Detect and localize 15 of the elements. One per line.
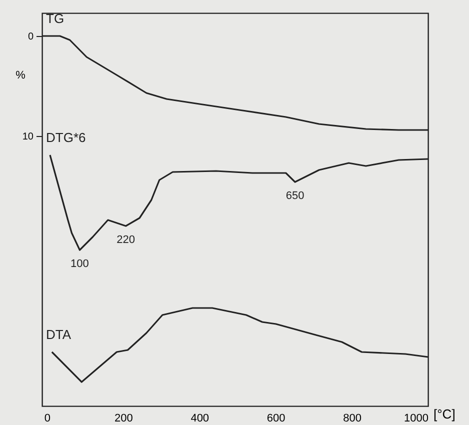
x-axis-title: [°C] bbox=[434, 406, 456, 422]
x-tick-label: 400 bbox=[190, 412, 210, 424]
x-tick-label: 200 bbox=[114, 412, 133, 424]
annotation: 100 bbox=[70, 258, 89, 270]
series-label: DTA bbox=[46, 327, 72, 342]
x-tick-label: 1000 bbox=[404, 412, 428, 424]
series-label: TG bbox=[46, 11, 64, 26]
y-axis-title: % bbox=[16, 69, 26, 82]
x-tick-label: 0 bbox=[44, 412, 51, 424]
y-tick-label: 10 bbox=[22, 132, 34, 142]
annotation: 650 bbox=[286, 190, 304, 202]
x-tick-label: 600 bbox=[266, 412, 286, 424]
x-tick-label: 800 bbox=[343, 412, 362, 424]
annotation: 220 bbox=[116, 234, 136, 246]
series-label: DTG*6 bbox=[46, 130, 86, 145]
